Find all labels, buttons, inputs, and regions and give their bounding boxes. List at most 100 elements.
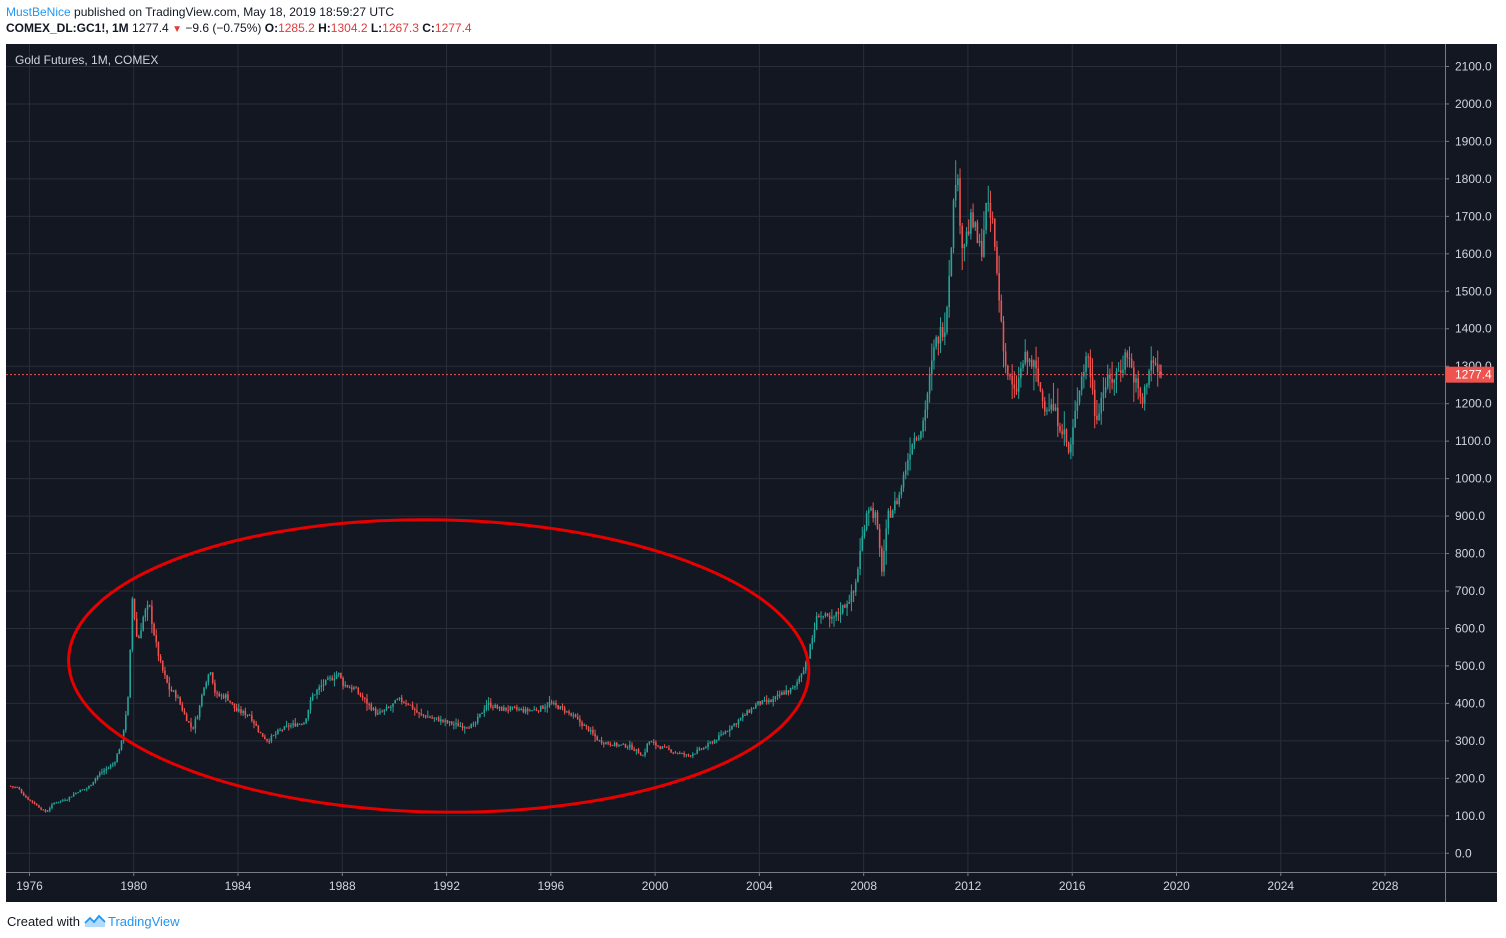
candle-down [161,661,164,671]
candle-down [331,677,333,681]
candle-down [346,684,349,688]
candle-up [598,740,601,742]
candle-down [967,231,970,234]
candle-down [361,695,364,698]
time-tick-label: 2016 [1059,879,1086,893]
candle-down [294,723,297,727]
candle-up [589,729,592,732]
candle-down [1013,384,1016,389]
candle-down [1126,352,1129,358]
tradingview-brand[interactable]: TradingView [107,913,180,929]
candle-down [468,727,470,729]
time-tick-label: 1980 [120,879,147,893]
time-tick-label: 2000 [642,879,669,893]
tradingview-link[interactable]: TradingView [84,914,180,929]
price-tick-label: 1200.0 [1455,397,1492,411]
candle-down [12,786,14,788]
candle-down [513,706,516,708]
candle-down [192,727,194,729]
candle-up [303,722,305,725]
candle-up [459,725,462,727]
candle-down [44,809,47,812]
candle-down [20,789,23,794]
candle-up [1078,390,1081,403]
candle-up [548,702,551,707]
candle-down [261,733,264,737]
candle-up [642,755,644,757]
candle-up [874,512,877,518]
candle-down [668,747,670,750]
candle-down [461,725,464,729]
candle-down [568,711,570,714]
candle-down [1152,360,1155,363]
candle-down [496,704,499,709]
candle-down [659,746,662,749]
candle-up [322,684,325,686]
candle-down [1061,431,1063,435]
candle-down [689,755,692,757]
candle-down [555,702,557,706]
candle-down [268,741,270,743]
candle-up [70,796,73,798]
candle-down [941,327,944,337]
candle-down [229,700,231,703]
candle-up [824,613,827,616]
candle-down [563,707,566,713]
candle-up [201,695,203,706]
candle-up [333,678,336,681]
candle-up [383,709,386,712]
candle-up [49,808,51,811]
candle-up [791,687,794,689]
candle-up [72,794,75,797]
candle-down [915,438,918,440]
candle-up [305,718,307,723]
candle-up [224,694,227,699]
candle-up [724,731,727,734]
candle-up [394,700,396,704]
candle-up [1122,369,1124,373]
candle-up [327,678,329,680]
candle-down [281,729,284,731]
candle-down [168,682,171,690]
candle-up [722,733,725,735]
candle-up [935,337,937,348]
candle-up [572,714,575,716]
candle-down [665,746,668,748]
chart-area[interactable]: 0.0 100.0 200.0 300.0 400.0 500.0 600.0 700.0 80… [6,44,1497,902]
candle-down [516,707,518,710]
candle-up [101,772,103,774]
candle-up [922,420,924,432]
candle-down [251,715,253,721]
candle-up [737,719,740,725]
candle-up [720,734,722,736]
candle-down [557,705,559,710]
candle-up [613,742,616,746]
candle-up [911,444,914,455]
candle-down [185,714,188,722]
candle-down [972,212,974,228]
candle-down [587,726,590,732]
price-tick-label: 1800.0 [1455,172,1492,186]
candle-up [1063,429,1066,435]
candle-up [90,784,92,787]
candle-up [1046,410,1048,412]
author-link[interactable]: MustBeNice [6,5,71,19]
candle-down [170,689,173,692]
down-triangle-icon: ▼ [172,24,182,35]
candle-down [255,723,257,726]
candle-down [889,510,892,518]
candle-up [768,700,770,703]
candle-down [735,723,738,725]
candle-up [924,409,927,421]
candle-up [948,275,950,308]
candle-up [444,720,446,722]
candle-up [850,591,853,603]
candle-down [257,725,260,732]
candle-up [755,704,757,709]
candle-up [902,474,905,488]
candle-down [574,714,577,718]
candle-down [492,707,494,709]
candle-up [553,702,555,704]
price-chart[interactable]: 0.0 100.0 200.0 300.0 400.0 500.0 600.0 700.0 80… [6,44,1497,902]
candle-down [235,708,238,712]
